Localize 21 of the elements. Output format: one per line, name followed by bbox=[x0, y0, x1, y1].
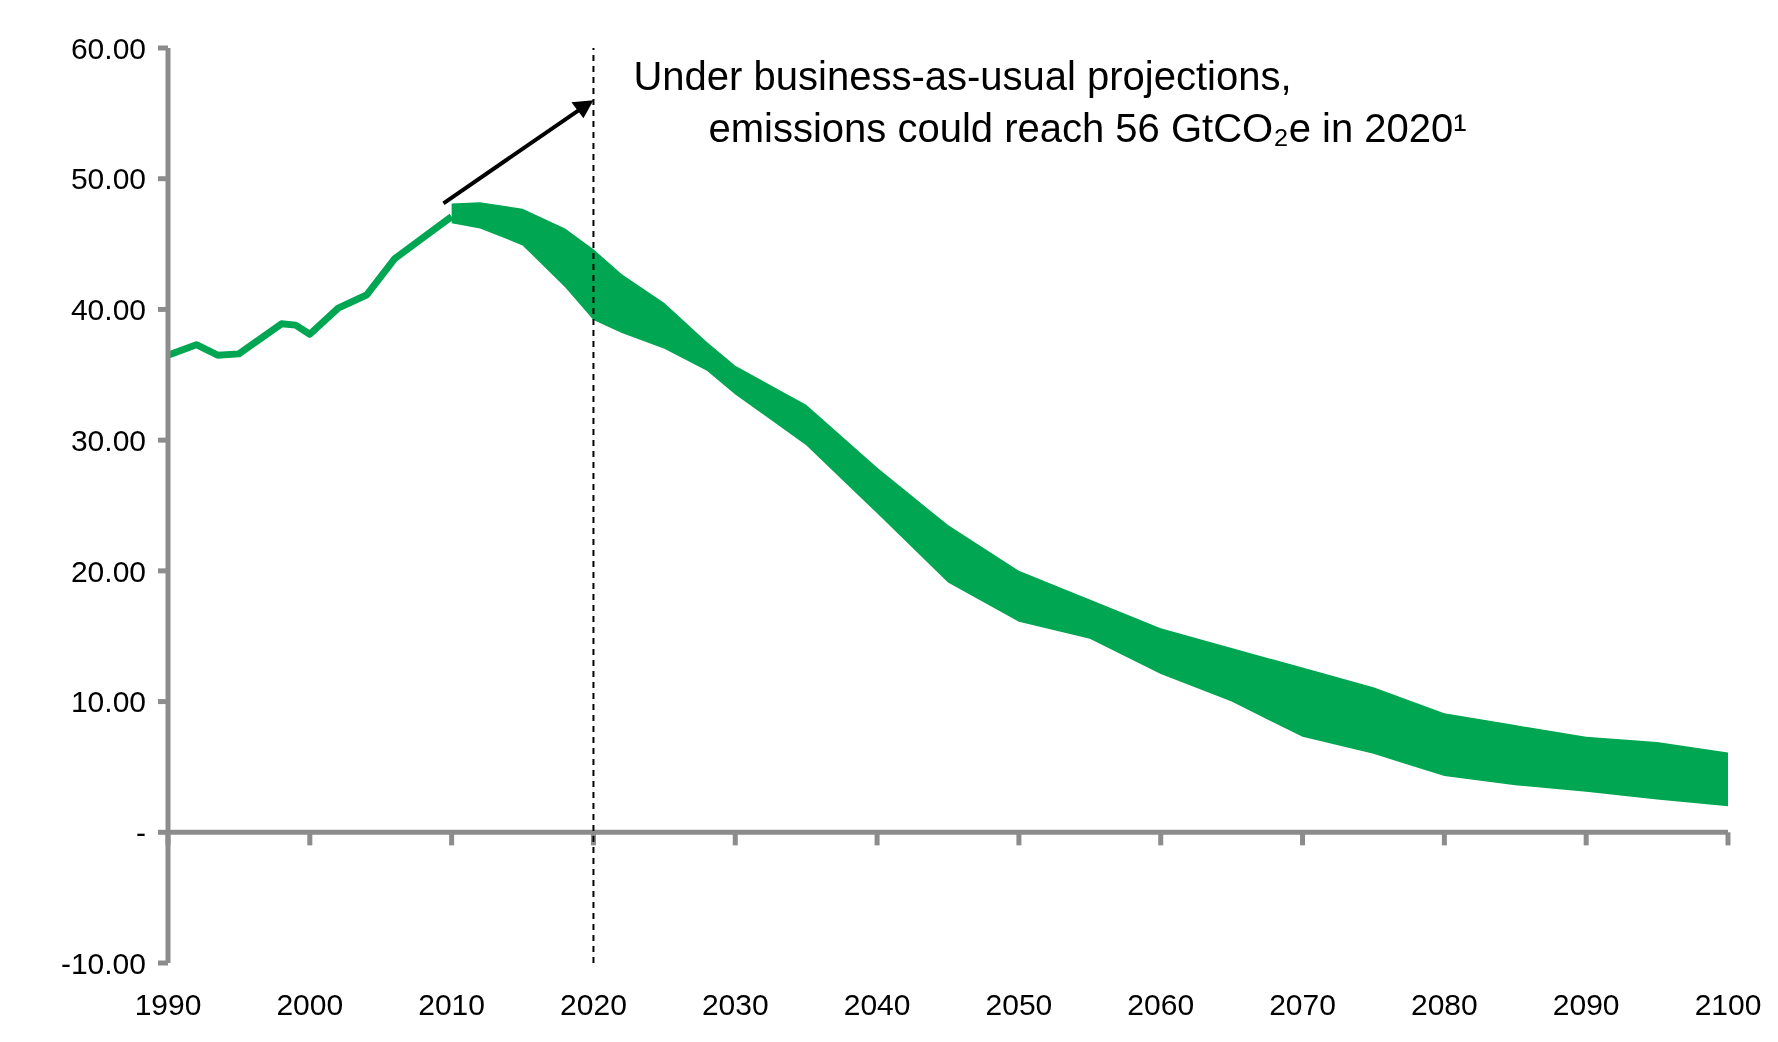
y-tick-label: 20.00 bbox=[70, 554, 146, 588]
annotation: Under business-as-usual projections, emissions could reach 56 GtCO₂e in 2020¹ bbox=[633, 54, 1467, 151]
x-tick-label: 2020 bbox=[560, 988, 627, 1022]
y-tick-label: 10.00 bbox=[70, 685, 146, 719]
x-tick-label: 2040 bbox=[843, 988, 911, 1022]
x-tick-label: 2010 bbox=[418, 988, 486, 1022]
x-tick-label: 2050 bbox=[985, 988, 1053, 1022]
x-tick-label: 2090 bbox=[1552, 988, 1620, 1022]
x-tick-label: 1990 bbox=[134, 988, 202, 1022]
x-tick-label: 2070 bbox=[1269, 988, 1336, 1022]
y-tick-label: 50.00 bbox=[70, 162, 146, 196]
y-tick-label: -10.00 bbox=[60, 946, 146, 980]
x-tick-label: 2030 bbox=[701, 988, 769, 1022]
y-tick-label: 30.00 bbox=[70, 423, 146, 457]
y-tick-label: - bbox=[136, 815, 146, 849]
x-tick-label: 2060 bbox=[1127, 988, 1195, 1022]
x-tick-label: 2100 bbox=[1694, 988, 1762, 1022]
y-tick-label: 60.00 bbox=[70, 31, 146, 65]
x-tick-label: 2080 bbox=[1410, 988, 1478, 1022]
y-tick-label: 40.00 bbox=[70, 293, 146, 327]
x-tick-label: 2000 bbox=[276, 988, 344, 1022]
